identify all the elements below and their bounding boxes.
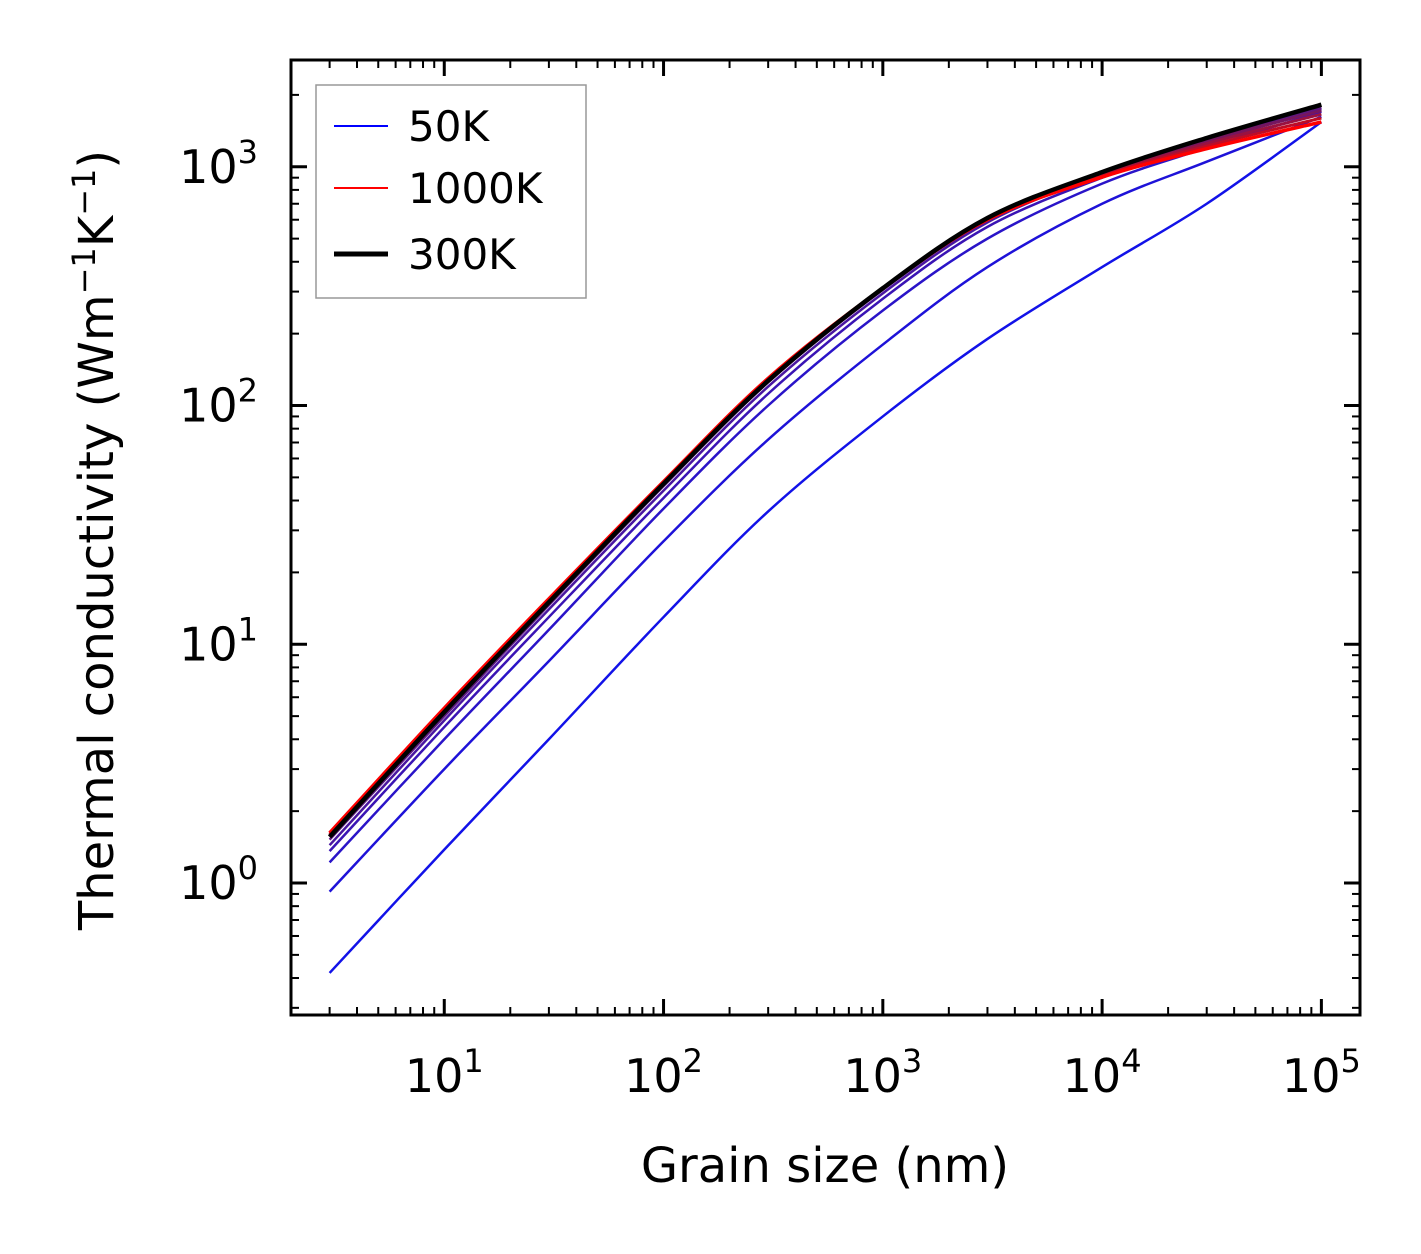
x-axis-label: Grain size (nm) <box>641 1138 1009 1194</box>
y-tick-label: 101 <box>179 610 258 671</box>
x-tick-label: 101 <box>405 1042 484 1103</box>
series-line-t1 <box>328 120 1323 974</box>
y-axis-label-exp2: −1 <box>65 169 103 216</box>
series-line-t3 <box>328 110 1322 864</box>
legend-label-300k: 300K <box>408 230 517 279</box>
legend-frame <box>315 84 587 299</box>
legend: 50K 1000K 300K <box>315 84 587 299</box>
series-line-t2 <box>328 115 1322 893</box>
series-layer <box>327 102 1323 974</box>
y-tick-label: 100 <box>179 849 258 910</box>
y-tick-label: 102 <box>179 372 258 433</box>
y-axis-label-close: ) <box>69 150 125 169</box>
y-tick-label: 103 <box>179 133 258 194</box>
y-axis-label-main: Thermal conductivity (Wm <box>69 294 125 931</box>
legend-label-1000k: 1000K <box>408 164 544 213</box>
x-tick-label: 104 <box>1063 1042 1142 1103</box>
series-line-300k <box>327 102 1323 839</box>
x-tick-label: 102 <box>624 1042 703 1103</box>
y-axis-label-exp1: −1 <box>65 247 103 294</box>
legend-label-50k: 50K <box>408 102 490 151</box>
x-tick-labels: 101 102 103 104 105 <box>405 1042 1361 1103</box>
y-axis-label: Thermal conductivity (Wm−1K−1) <box>65 150 125 931</box>
x-tick-label: 105 <box>1282 1042 1361 1103</box>
x-tick-label: 103 <box>843 1042 922 1103</box>
y-tick-labels: 100 101 102 103 <box>179 133 258 910</box>
plot-frame <box>289 58 1362 1017</box>
y-axis-label-unit: K <box>69 214 125 247</box>
